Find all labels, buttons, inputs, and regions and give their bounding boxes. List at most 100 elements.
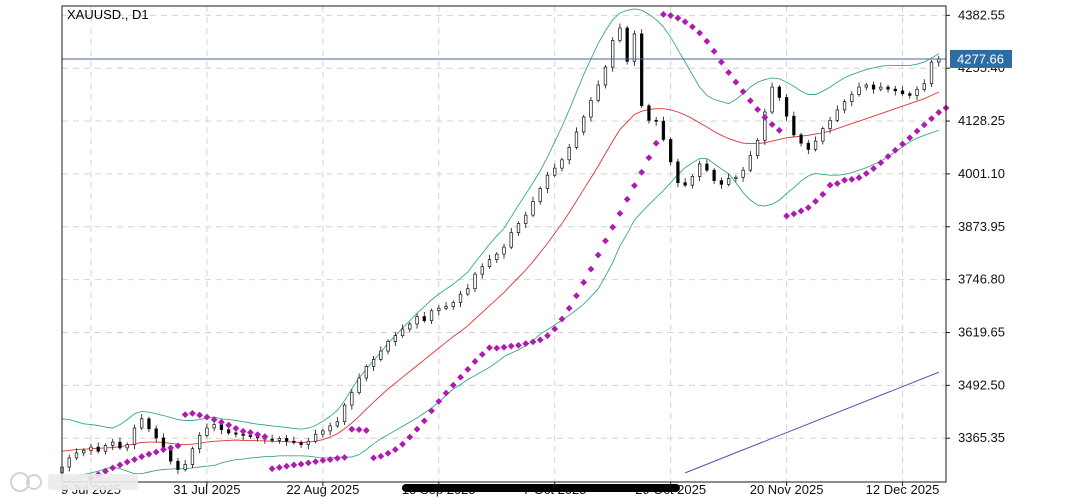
sar-dot (268, 465, 276, 473)
sar-dot (471, 358, 479, 365)
candle (270, 434, 274, 443)
candle (567, 144, 571, 165)
candle (821, 126, 825, 145)
candle (690, 174, 695, 189)
candle-body (393, 335, 397, 342)
sar-dot (623, 195, 631, 203)
candle (813, 136, 818, 152)
candle-body (502, 246, 506, 255)
candle-body (466, 288, 470, 295)
candle (371, 356, 376, 372)
candle (140, 414, 144, 431)
redaction-bar (402, 484, 680, 492)
candle (74, 448, 79, 460)
candle-body (647, 105, 651, 121)
candle (871, 81, 876, 94)
sar-dot (333, 454, 341, 462)
candle (284, 435, 289, 446)
candle (415, 313, 419, 329)
sar-dot (174, 442, 182, 450)
candle (408, 321, 412, 333)
candle (313, 429, 318, 444)
sar-dot (631, 182, 638, 189)
candle-body (103, 445, 108, 452)
price-tick-label: 3492.50 (958, 377, 1005, 392)
sar-dot (848, 175, 856, 183)
candle (632, 30, 637, 66)
sar-dot (145, 450, 153, 458)
sar-dot (862, 170, 870, 177)
sar-dot (819, 190, 827, 198)
candle (103, 443, 108, 455)
candle (379, 346, 383, 362)
sar-dot (674, 14, 682, 22)
candle-body (792, 115, 796, 136)
candle (89, 443, 93, 455)
sar-dot (275, 464, 283, 471)
candle (451, 300, 455, 310)
candle (277, 436, 282, 444)
moving-average-segment (684, 371, 939, 474)
sar-dot (225, 421, 233, 429)
candle-body (125, 444, 129, 449)
candle (357, 373, 361, 395)
sar-dot (116, 461, 124, 469)
sar-dot (435, 397, 443, 405)
candle-body (306, 440, 311, 445)
sar-dot (341, 454, 348, 461)
candle (132, 424, 137, 450)
candle-body (719, 180, 724, 185)
candle-body (74, 452, 79, 459)
sar-dot (783, 212, 790, 220)
sar-dot (254, 431, 262, 439)
candle-body (531, 201, 535, 216)
sar-dot (391, 446, 399, 453)
candle-body (567, 146, 571, 161)
sar-dot (667, 12, 675, 19)
candle-body (67, 457, 71, 468)
candle-body (828, 119, 832, 129)
candle-body (386, 341, 390, 352)
candle-body (545, 174, 550, 189)
sar-dot (297, 460, 305, 468)
sar-dot (138, 453, 146, 461)
candle-body (205, 427, 209, 436)
sar-dot (536, 336, 544, 344)
candle-body (451, 302, 455, 307)
sar-dot (449, 381, 457, 389)
sar-dot (877, 159, 885, 167)
candle-body (458, 293, 463, 303)
candle-body (444, 306, 448, 309)
candle (835, 105, 839, 123)
candle-body (748, 155, 753, 171)
candle-body (284, 437, 289, 442)
candle-body (480, 266, 484, 275)
candle (335, 417, 339, 428)
candle (183, 459, 187, 472)
candle-body (697, 163, 702, 177)
candle (487, 255, 492, 269)
sar-dot (232, 424, 240, 432)
sar-dot (696, 29, 704, 37)
candle-body (299, 442, 303, 445)
sar-dot (500, 343, 508, 351)
candle-body (835, 109, 839, 121)
candle-body (683, 182, 687, 186)
candle-body (574, 131, 579, 148)
candle-body (661, 120, 666, 140)
candle (422, 311, 426, 323)
time-tick-label: 31 Jul 2025 (173, 482, 240, 497)
candle-body (524, 214, 528, 224)
candle (647, 103, 651, 124)
price-tick-label: 3619.65 (958, 324, 1005, 339)
sar-dot (189, 410, 196, 417)
time-tick-label: 20 Nov 2025 (750, 482, 824, 497)
candle (509, 227, 513, 250)
candle-body (198, 435, 202, 450)
candle-body (234, 432, 238, 435)
sar-dot (319, 456, 327, 464)
candle-body (154, 428, 158, 439)
candle-body (538, 188, 542, 202)
sar-dot (210, 416, 218, 424)
sar-dot (428, 407, 435, 415)
